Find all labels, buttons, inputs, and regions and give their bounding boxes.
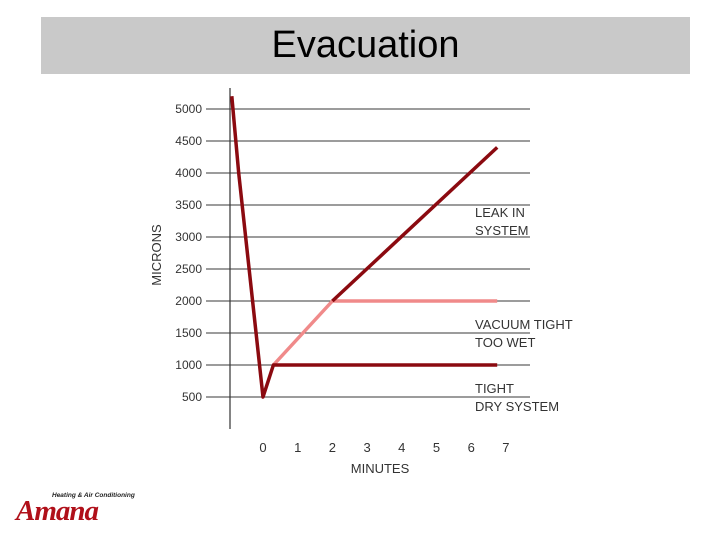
slide-title: Evacuation xyxy=(271,24,460,66)
y-tick-label: 1000 xyxy=(175,358,202,372)
x-tick-label: 2 xyxy=(329,440,336,455)
logo-wordmark: Amana xyxy=(16,495,99,527)
y-tick-label: 3000 xyxy=(175,230,202,244)
x-tick-label: 3 xyxy=(363,440,370,455)
annotation-label: TOO WET xyxy=(475,335,535,350)
x-tick-label: 1 xyxy=(294,440,301,455)
annotation-label: TIGHT xyxy=(475,381,514,396)
x-tick-label: 7 xyxy=(502,440,509,455)
amana-logo: Heating & Air Conditioning Amana xyxy=(16,492,146,528)
x-tick-label: 6 xyxy=(468,440,475,455)
x-axis-label: MINUTES xyxy=(351,461,410,476)
y-tick-label: 4500 xyxy=(175,134,202,148)
y-axis-label: MICRONS xyxy=(149,224,164,286)
x-tick-label: 0 xyxy=(259,440,266,455)
y-tick-label: 2500 xyxy=(175,262,202,276)
annotation-label: SYSTEM xyxy=(475,223,528,238)
y-tick-label: 500 xyxy=(182,390,202,404)
series-line xyxy=(331,146,499,303)
title-bar: Evacuation xyxy=(41,17,690,74)
x-tick-label: 4 xyxy=(398,440,405,455)
y-tick-label: 3500 xyxy=(175,198,202,212)
y-tick-label: 1500 xyxy=(175,326,202,340)
y-tick-label: 2000 xyxy=(175,294,202,308)
annotation-label: LEAK IN xyxy=(475,205,525,220)
annotation-label: DRY SYSTEM xyxy=(475,399,559,414)
x-tick-label: 5 xyxy=(433,440,440,455)
series-line xyxy=(230,96,498,399)
annotation-label: VACUUM TIGHT xyxy=(475,317,573,332)
y-tick-label: 5000 xyxy=(175,102,202,116)
logo-tagline: Heating & Air Conditioning xyxy=(52,492,135,499)
y-tick-label: 4000 xyxy=(175,166,202,180)
